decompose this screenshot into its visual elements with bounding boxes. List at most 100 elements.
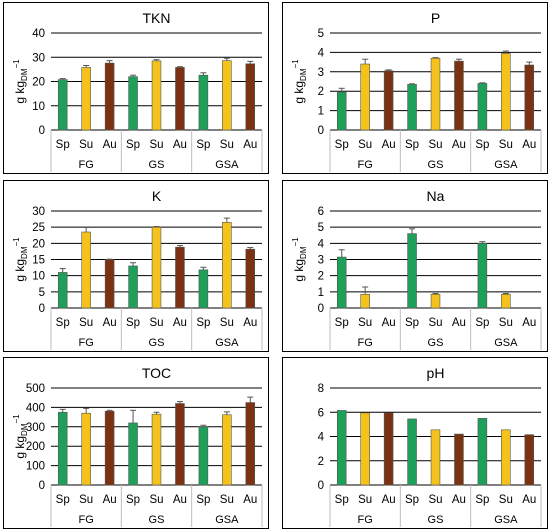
y-tick-label: 1: [318, 106, 324, 118]
bar-gs-au: [454, 60, 464, 131]
bar-gs-sp: [128, 76, 138, 131]
x-category-label: Au: [382, 317, 396, 329]
x-category-label: Sp: [126, 139, 140, 151]
y-tick-label: 10: [32, 271, 45, 283]
x-category-label: Sp: [405, 494, 419, 506]
bar-gsa-au: [524, 64, 535, 131]
error-bar: [176, 401, 183, 404]
x-category-label: Au: [243, 494, 257, 506]
x-group-label: GSA: [494, 337, 518, 349]
y-tick-label: 6: [318, 206, 324, 218]
y-tick-label: 20: [32, 238, 45, 250]
y-tick-label: 400: [26, 402, 45, 414]
bar-gsa-sp: [477, 418, 488, 486]
bar-fg-sp: [57, 272, 68, 309]
bar-gs-su: [151, 60, 162, 131]
bar-gsa-au: [524, 434, 535, 486]
y-tick-label: 2: [318, 86, 324, 98]
bar-fg-su: [81, 412, 91, 486]
chart-panel-toc: TOC g kgDM−1 0 100 200 300 400 500 Sp Su Au FG Sp Su A…: [3, 357, 269, 529]
error-bar: [83, 64, 90, 68]
error-bar: [247, 247, 254, 250]
x-group-label: GS: [428, 514, 444, 526]
error-bar: [200, 72, 207, 76]
error-bar: [479, 241, 486, 244]
y-tick-label: 100: [26, 461, 45, 473]
error-bar: [338, 87, 345, 93]
x-category-label: Su: [149, 317, 163, 329]
x-category-label: Sp: [196, 494, 210, 506]
x-group-label: FG: [358, 159, 373, 171]
x-group-label: GS: [149, 514, 165, 526]
y-tick-label: 20: [32, 77, 45, 89]
x-group-label: FG: [79, 159, 94, 171]
x-category-label: Au: [522, 317, 536, 329]
chart-panel-ph: pH 0 2 4 6 8 Sp Su Au FG Sp Su Au GS Sp Su Au GSA: [282, 357, 548, 529]
bar-fg-au: [383, 412, 394, 486]
x-category-label: Au: [452, 139, 466, 151]
y-tick-label: 4: [318, 47, 325, 59]
bar-fg-sp: [57, 411, 68, 486]
x-category-label: Sp: [335, 139, 349, 151]
x-group-label: FG: [79, 337, 94, 349]
bar-gs-sp: [407, 84, 417, 131]
chart-svg: Na g kgDM−1 0 1 2 3 4 5 6 Sp Su Au FG Sp Su Au GS Sp Su Au G…: [291, 188, 542, 350]
bar-gsa-au: [245, 402, 256, 486]
x-category-label: Su: [499, 494, 513, 506]
bar-fg-sp: [336, 410, 347, 486]
y-tick-label: 5: [39, 287, 45, 299]
bar-gs-au: [175, 67, 185, 131]
bar-gs-su: [430, 57, 441, 131]
y-tick-label: 4: [318, 238, 325, 250]
bar-fg-au: [383, 70, 394, 131]
error-bar: [176, 66, 183, 68]
bar-gsa-su: [501, 429, 511, 486]
bar-fg-su: [81, 67, 91, 131]
x-group-label: GS: [428, 159, 444, 171]
y-tick-label: 30: [32, 206, 45, 218]
bar-fg-su: [360, 412, 370, 486]
bar-fg-su: [81, 231, 91, 309]
y-tick-label: 2: [318, 456, 324, 468]
bar-gs-au: [454, 433, 464, 486]
x-category-label: Su: [220, 139, 234, 151]
bar-gs-sp: [407, 233, 417, 309]
error-bar: [200, 424, 207, 427]
chart-svg: Kg kgDM−1 0 5 10 15 20 25 30 Sp Su Au FG Sp Su Au GS Sp S…: [12, 188, 263, 350]
y-tick-label: 40: [32, 28, 45, 40]
error-bar: [83, 407, 90, 414]
y-tick-label: 0: [318, 125, 324, 137]
x-category-label: Su: [149, 494, 163, 506]
bar-gs-su: [151, 226, 162, 309]
y-tick-label: 15: [32, 255, 45, 267]
x-group-label: FG: [358, 514, 373, 526]
x-category-label: Su: [149, 139, 163, 151]
x-category-label: Sp: [56, 317, 70, 329]
bar-gsa-au: [245, 248, 256, 309]
x-category-label: Su: [220, 494, 234, 506]
error-bar: [409, 83, 416, 85]
y-axis-label: g kgDM−1: [291, 237, 308, 282]
bar-gs-sp: [128, 422, 138, 486]
y-tick-label: 200: [26, 441, 45, 453]
error-bar: [153, 226, 160, 228]
bar-gsa-su: [501, 53, 511, 131]
x-category-label: Au: [103, 139, 117, 151]
x-group-label: GSA: [215, 159, 239, 171]
x-category-label: Su: [358, 494, 372, 506]
x-category-label: Au: [522, 494, 536, 506]
x-category-label: Au: [382, 494, 396, 506]
x-group-label: GSA: [494, 159, 518, 171]
bar-gs-su: [430, 429, 441, 486]
chart-title: TKN: [143, 10, 171, 26]
error-bar: [362, 286, 369, 295]
x-category-label: Au: [103, 494, 117, 506]
error-bar: [502, 50, 509, 54]
bar-gsa-su: [222, 60, 232, 131]
error-bar: [223, 57, 230, 61]
error-bar: [338, 249, 345, 258]
x-group-label: GS: [428, 337, 444, 349]
error-bar: [106, 60, 113, 64]
